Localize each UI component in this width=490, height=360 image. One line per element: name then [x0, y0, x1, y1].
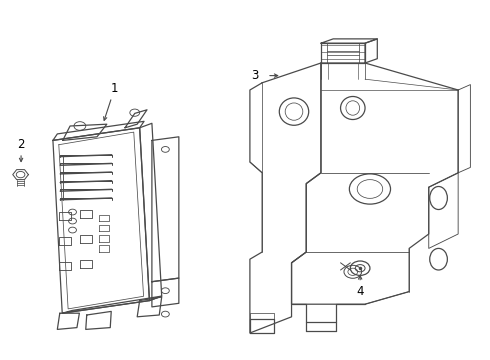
Text: 4: 4 [356, 285, 364, 298]
Text: 3: 3 [251, 69, 259, 82]
Text: 2: 2 [17, 138, 25, 150]
Text: 1: 1 [111, 82, 118, 95]
